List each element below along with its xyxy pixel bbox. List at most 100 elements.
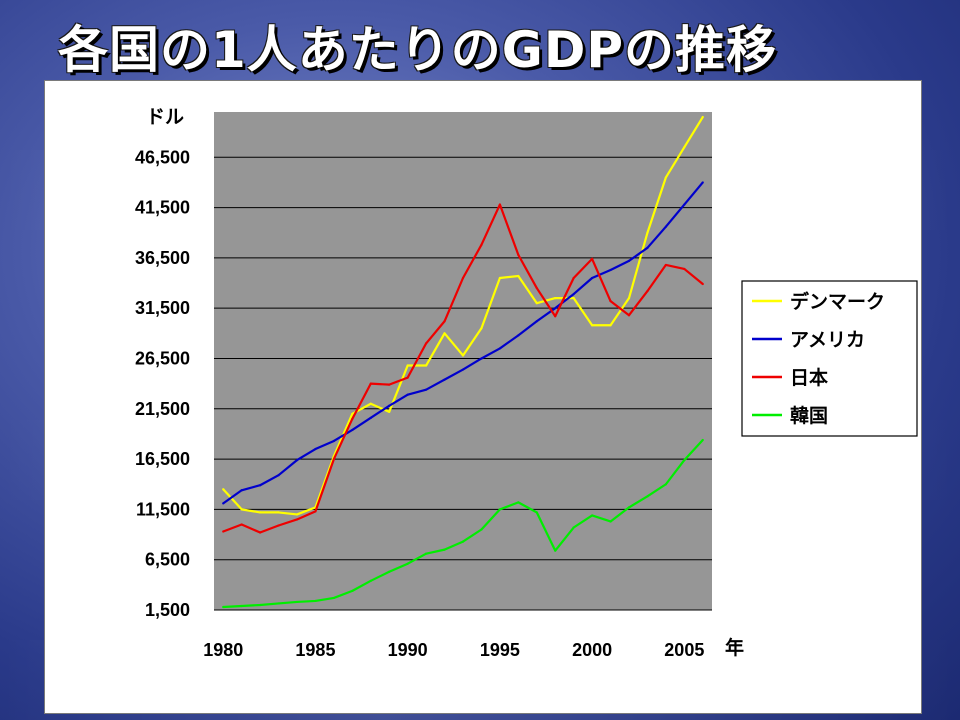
data-point — [369, 416, 372, 419]
data-point — [535, 511, 538, 514]
data-point — [646, 289, 649, 293]
data-point — [369, 579, 372, 582]
data-point — [295, 518, 299, 521]
data-point — [591, 257, 594, 260]
data-point — [517, 501, 520, 504]
data-point — [609, 520, 612, 523]
x-tick-label: 1995 — [480, 640, 520, 660]
data-point — [517, 253, 520, 256]
data-point — [277, 602, 280, 605]
y-axis-unit: ドル — [146, 106, 184, 128]
y-tick-label: 31,500 — [135, 298, 190, 318]
data-point — [406, 364, 409, 367]
x-tick-label: 1985 — [295, 640, 335, 660]
data-point — [388, 383, 391, 386]
data-point — [314, 599, 317, 603]
x-tick-label: 1980 — [203, 640, 243, 660]
y-tick-label: 11,500 — [136, 499, 190, 519]
data-point — [369, 382, 372, 385]
data-point — [498, 276, 501, 280]
data-point — [554, 315, 557, 318]
data-point — [664, 483, 667, 486]
data-point — [295, 513, 299, 516]
data-point — [701, 282, 704, 286]
legend-label: アメリカ — [790, 329, 865, 351]
data-point — [701, 115, 704, 119]
data-point — [277, 511, 280, 514]
legend-box — [741, 280, 918, 437]
data-point — [222, 605, 225, 609]
data-point — [572, 276, 575, 280]
data-point — [461, 540, 465, 543]
data-point — [535, 286, 538, 290]
data-point — [425, 364, 428, 367]
data-point — [480, 357, 483, 360]
data-point — [240, 489, 243, 492]
data-point — [664, 263, 667, 267]
data-point — [664, 176, 667, 179]
data-point — [683, 203, 686, 206]
data-point — [461, 276, 465, 280]
data-point — [591, 276, 594, 280]
data-point — [591, 514, 594, 517]
gdp-line-chart: 1,500 6,500 11,500 16,500 21,500 26,500 31,500… — [135, 106, 918, 660]
data-point — [535, 302, 538, 305]
data-point — [388, 404, 391, 407]
data-point — [406, 393, 409, 396]
data-point — [572, 526, 575, 529]
data-point — [369, 402, 372, 405]
data-point — [425, 552, 428, 555]
y-tick-label: 36,500 — [135, 248, 190, 268]
data-point — [554, 307, 557, 310]
data-point — [461, 354, 465, 357]
x-tick-label: 1990 — [388, 640, 428, 660]
data-point — [240, 523, 243, 526]
data-point — [517, 274, 520, 278]
data-point — [609, 324, 612, 327]
data-point — [425, 388, 428, 391]
data-point — [609, 300, 612, 303]
data-point — [351, 412, 354, 415]
data-point — [461, 368, 465, 371]
data-point — [480, 528, 483, 531]
x-axis-unit: 年 — [725, 636, 744, 659]
data-point — [259, 511, 262, 514]
data-point — [517, 334, 520, 337]
data-point — [425, 342, 428, 345]
data-point — [351, 589, 354, 592]
y-tick-label: 16,500 — [135, 449, 190, 469]
data-point — [351, 417, 354, 420]
data-point — [609, 268, 612, 272]
data-point — [332, 596, 335, 600]
data-point — [572, 292, 575, 296]
data-point — [240, 604, 243, 608]
data-point — [664, 225, 667, 228]
x-tick-label: 2005 — [664, 640, 704, 660]
plot-area — [214, 112, 712, 610]
data-point — [646, 246, 649, 249]
data-point — [443, 378, 446, 381]
data-point — [222, 502, 225, 505]
data-point — [498, 508, 501, 511]
y-tick-label: 1,500 — [145, 600, 190, 620]
data-point — [627, 506, 631, 509]
data-point — [388, 570, 391, 573]
data-point — [591, 324, 594, 327]
data-point — [480, 243, 483, 246]
data-point — [277, 474, 280, 477]
y-tick-label: 21,500 — [135, 399, 190, 419]
data-point — [240, 508, 243, 511]
data-point — [222, 530, 225, 533]
legend-label: 日本 — [790, 366, 828, 389]
data-point — [259, 484, 262, 487]
data-point — [480, 327, 483, 330]
data-point — [701, 181, 704, 184]
data-point — [498, 347, 501, 350]
y-tick-label: 26,500 — [135, 348, 190, 368]
data-point — [259, 531, 262, 534]
data-point — [701, 438, 704, 442]
data-point — [388, 410, 391, 413]
data-point — [646, 495, 649, 498]
legend-label: デンマーク — [790, 290, 885, 313]
data-point — [295, 458, 299, 462]
